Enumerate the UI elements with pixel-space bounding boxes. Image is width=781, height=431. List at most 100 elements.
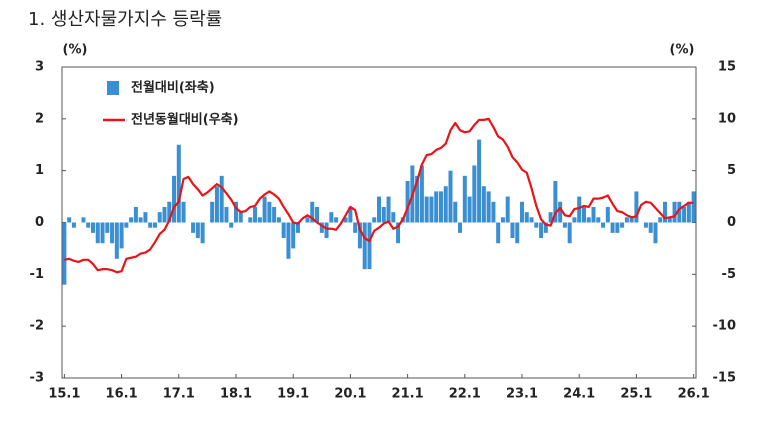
bar [625,217,629,222]
bar [472,165,476,222]
bar [453,202,457,223]
bar [329,212,333,222]
bar [420,165,424,222]
x-tick-label: 25.1 [620,387,652,402]
bar [377,197,381,223]
y2-tick-label: -10 [713,319,737,334]
bar [210,202,214,223]
bar [272,207,276,223]
bar [139,217,143,222]
bar [201,223,205,244]
bar [572,217,576,222]
y2-unit: (%) [670,43,695,58]
bar [468,197,472,223]
y-unit: (%) [63,43,88,58]
bar [110,223,114,244]
bar [558,202,562,223]
y-tick-label: -1 [30,267,44,282]
legend-swatch [107,81,119,95]
bar [325,223,329,239]
bar [191,223,195,233]
bar [439,191,443,222]
bar [534,223,538,228]
x-tick-label: 20.1 [334,387,366,402]
bar [658,217,662,222]
bar [224,207,228,223]
bar [587,217,591,222]
y2-tick-label: 5 [727,163,736,178]
bar [673,202,677,223]
bar [387,197,391,223]
bar [653,223,657,244]
x-tick-label: 21.1 [392,387,424,402]
bar [363,223,367,270]
bar [143,212,147,222]
bar [463,176,467,223]
y2-tick-label: -5 [722,267,736,282]
bar [158,212,162,222]
bar [682,207,686,223]
bar [496,223,500,244]
chart-title: 1. 생산자물가지수 등락률 [28,9,222,30]
line [64,119,693,272]
x-tick-label: 17.1 [163,387,195,402]
bar [81,217,85,222]
bar [382,207,386,223]
bar [506,197,510,223]
y-tick-label: 2 [35,111,44,126]
bar [67,217,71,222]
bar [72,223,76,228]
bar [434,191,438,222]
bar [449,171,453,223]
bar [124,223,128,228]
bar [615,223,619,233]
bar [263,197,267,223]
y-tick-label: 3 [35,60,44,75]
bar [391,212,395,222]
bar [120,223,124,249]
bar [644,223,648,228]
bar [267,202,271,223]
x-tick-label: 23.1 [506,387,538,402]
bar [353,223,357,233]
bar [229,223,233,228]
bar [510,223,514,239]
bar [634,191,638,222]
bar [425,197,429,223]
bar [162,207,166,223]
bar [563,223,567,228]
x-tick-label: 18.1 [220,387,252,402]
y2-tick-label: 10 [718,111,736,126]
bar [62,223,66,285]
bar [248,217,252,222]
bar [239,212,243,222]
x-tick-label: 15.1 [48,387,80,402]
y2-tick-label: 15 [718,60,736,75]
bar [91,223,95,233]
bar [568,223,572,244]
bar [501,217,505,222]
bar [367,223,371,270]
x-tick-label: 16.1 [106,387,138,402]
bar [282,223,286,239]
bar [86,223,90,228]
bar [649,223,653,233]
bar [620,223,624,228]
bar [444,186,448,222]
bar [305,217,309,222]
y-tick-label: 0 [35,215,44,230]
bar [148,223,152,228]
bar [134,207,138,223]
bar [491,202,495,223]
bar [196,223,200,239]
bar [286,223,290,259]
bar [253,207,257,223]
x-tick-label: 26.1 [678,387,710,402]
bar [258,217,262,222]
x-tick-label: 24.1 [563,387,595,402]
bar [458,223,462,233]
bar [611,223,615,233]
bar [96,223,100,244]
bar [477,140,481,223]
y-tick-label: -3 [30,371,44,386]
